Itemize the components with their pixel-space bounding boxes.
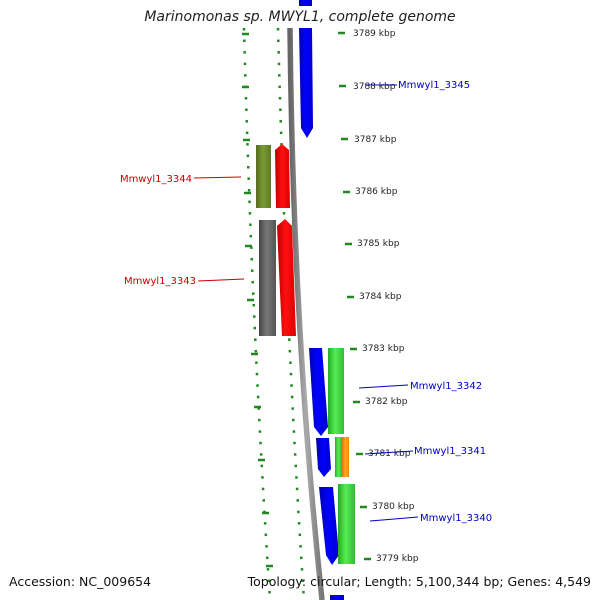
cds-top-fragment xyxy=(299,0,312,6)
tick-label: 3785 kbp xyxy=(357,239,400,249)
gene-label-mmwyl1-3343[interactable]: Mmwyl1_3343 xyxy=(124,276,196,287)
gc-block-gray xyxy=(259,220,276,336)
left-ruler-marks xyxy=(242,32,273,568)
tick-label: 3789 kbp xyxy=(353,29,396,39)
tick-label: 3786 kbp xyxy=(355,187,398,197)
gene-label-mmwyl1-3345[interactable]: Mmwyl1_3345 xyxy=(398,80,470,91)
gene-leader-lines xyxy=(193,84,419,522)
tick-label: 3784 kbp xyxy=(359,292,402,302)
gene-labels: Mmwyl1_3345 Mmwyl1_3344 Mmwyl1_3343 Mmwy… xyxy=(120,80,492,524)
tick-label: 3779 kbp xyxy=(376,554,419,564)
tick-label: 3788 kbp xyxy=(353,82,396,92)
accession-text: Accession: NC_009654 xyxy=(9,574,152,589)
tick-label: 3780 kbp xyxy=(372,502,415,512)
cds-mmwyl1-3341[interactable] xyxy=(316,438,331,477)
genome-backbone xyxy=(287,27,325,600)
tick-label: 3787 kbp xyxy=(354,135,397,145)
gene-label-mmwyl1-3344[interactable]: Mmwyl1_3344 xyxy=(120,174,192,185)
map-title: Marinomonas sp. MWYL1, complete genome xyxy=(144,9,456,25)
tick-label: 3781 kbp xyxy=(368,449,411,459)
cds-mmwyl1-3343[interactable] xyxy=(277,219,296,336)
gene-label-mmwyl1-3342[interactable]: Mmwyl1_3342 xyxy=(410,381,482,392)
cds-mmwyl1-3344[interactable] xyxy=(275,144,290,208)
topology-text: Topology: circular; Length: 5,100,344 bp… xyxy=(247,574,591,589)
gc-block-green-2 xyxy=(335,437,342,477)
gc-block-olive xyxy=(256,145,271,208)
right-ruler-marks xyxy=(338,31,371,561)
cds-mmwyl1-3340[interactable] xyxy=(319,487,339,565)
gene-label-mmwyl1-3341[interactable]: Mmwyl1_3341 xyxy=(414,446,486,457)
cds-mmwyl1-3342[interactable] xyxy=(309,348,328,436)
tick-label: 3782 kbp xyxy=(365,397,408,407)
left-dotted-ruler xyxy=(242,27,272,600)
gc-block-green-1 xyxy=(328,348,344,434)
tick-label: 3783 kbp xyxy=(362,344,405,354)
gc-block-green-3 xyxy=(338,484,355,564)
tick-labels: 3789 kbp 3788 kbp 3787 kbp 3786 kbp 3785… xyxy=(353,29,419,564)
cds-bottom-fragment xyxy=(330,595,344,600)
right-dotted-ruler xyxy=(276,27,306,600)
orange-feature[interactable] xyxy=(342,437,349,477)
cds-mmwyl1-3345[interactable] xyxy=(299,28,313,138)
gene-label-mmwyl1-3340[interactable]: Mmwyl1_3340 xyxy=(420,513,492,524)
